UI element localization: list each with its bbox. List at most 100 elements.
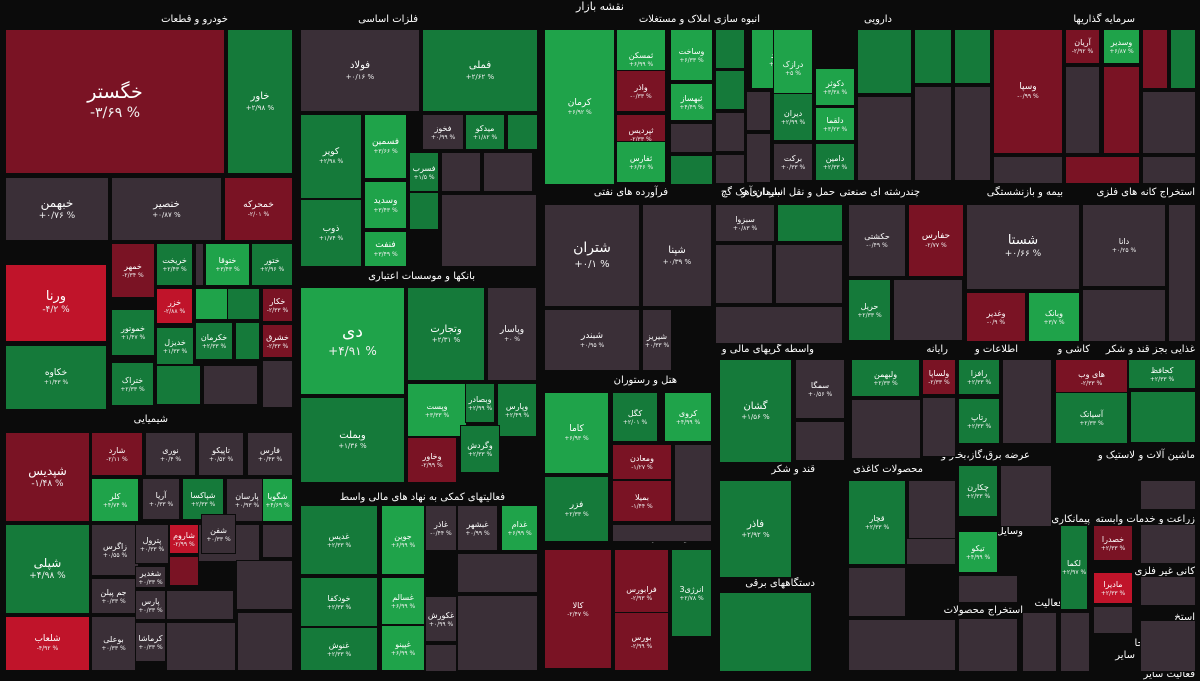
- stock-tile[interactable]: ختراک +۲/۳۳ %: [111, 362, 154, 406]
- stock-tile[interactable]: لکما +۲/۹۷ %: [1060, 525, 1088, 610]
- stock-tile[interactable]: حریل +۲/۳۳ %: [848, 279, 891, 341]
- stock-tile[interactable]: غدیس +۲/۳۳ %: [300, 505, 378, 575]
- stock-tile[interactable]: سمگا +۰/۵۶ %: [795, 359, 845, 419]
- stock-tile[interactable]: شپاکسا +۲/۳۳ %: [182, 478, 224, 520]
- stock-tile[interactable]: کرماشا +۰/۳۳ %: [135, 622, 166, 662]
- stock-tile[interactable]: رافزا +۲/۳۳ %: [958, 359, 1000, 395]
- stock-tile[interactable]: غسالم +۶/۹۹ %: [381, 577, 425, 625]
- stock-tile[interactable]: نوری +۰/۴ %: [145, 432, 196, 476]
- stock-tile[interactable]: شفن +۰/۳۳ %: [201, 514, 236, 554]
- stock-tile[interactable]: مادیرا +۲/۳۳ %: [1093, 572, 1133, 604]
- stock-tile[interactable]: شیریز +۰/۳۳ %: [642, 309, 672, 371]
- stock-tile[interactable]: غنوش +۲/۳۳ %: [300, 627, 378, 671]
- stock-tile[interactable]: ثفارس +۶/۴۶ %: [616, 141, 666, 183]
- stock-tile[interactable]: شستا +۰/۶۶ %: [966, 204, 1080, 290]
- stock-tile[interactable]: خبهمن +۰/۷۶ %: [5, 177, 109, 241]
- stock-tile[interactable]: آریا +۰/۳۳ %: [142, 478, 180, 520]
- stock-tile[interactable]: جم پیلن +۰/۳۳ %: [91, 578, 136, 614]
- stock-tile[interactable]: وساخت +۶/۳۳ %: [670, 29, 713, 81]
- stock-tile[interactable]: فملی +۲/۶۲ %: [422, 29, 538, 112]
- stock-tile[interactable]: شپلی +۴/۹۸ %: [5, 524, 90, 614]
- stock-tile[interactable]: شغدیر +۰/۳۳ %: [135, 566, 166, 588]
- stock-tile[interactable]: خریخت +۲/۴۳ %: [156, 243, 193, 286]
- stock-tile[interactable]: آریان -۲/۹۲ %: [1065, 29, 1100, 64]
- stock-tile[interactable]: خگستر -۳/۶۹ %: [5, 29, 225, 174]
- stock-tile[interactable]: فسمین +۳/۶۶ %: [364, 114, 407, 179]
- stock-tile[interactable]: فزر +۲/۳۳ %: [544, 476, 609, 542]
- stock-tile[interactable]: ختور +۲/۹۶ %: [251, 243, 293, 286]
- stock-tile[interactable]: کحافظ +۲/۳۳ %: [1128, 359, 1196, 389]
- stock-tile[interactable]: خموتور +۱/۴۷ %: [111, 309, 155, 356]
- stock-tile[interactable]: زاگرس +۰/۵۵ %: [91, 524, 139, 576]
- stock-tile[interactable]: فولاد +۰/۱۶ %: [300, 29, 420, 112]
- stock-tile[interactable]: ورنا -۴/۲ %: [5, 264, 107, 342]
- stock-tile[interactable]: وخاور -۲/۹۹ %: [407, 437, 457, 483]
- stock-tile[interactable]: کگل +۲/۰۱ %: [612, 392, 658, 442]
- stock-tile[interactable]: فسرب +۱/۵ %: [409, 152, 439, 192]
- stock-tile[interactable]: وبصادر +۲/۹۹ %: [465, 383, 495, 423]
- stock-tile[interactable]: آسیاتک +۲/۳۳ %: [1055, 392, 1128, 444]
- stock-tile[interactable]: دامین +۲/۳۳ %: [815, 143, 855, 181]
- stock-tile[interactable]: های وب -۲/۳۳ %: [1055, 359, 1128, 397]
- stock-tile[interactable]: دی +۴/۹۱ %: [300, 287, 405, 395]
- stock-tile[interactable]: سبزوا +۰/۸۳ %: [715, 204, 775, 242]
- stock-tile[interactable]: وپاسار +۰ %: [487, 287, 537, 381]
- stock-tile[interactable]: دیران +۲/۹۹ %: [773, 93, 813, 141]
- stock-tile[interactable]: خزر -۲/۸۸ %: [156, 288, 193, 324]
- stock-tile[interactable]: شلعاب -۴/۹۲ %: [5, 616, 90, 671]
- stock-tile[interactable]: ثبهساز +۴/۴۹ %: [670, 83, 713, 121]
- stock-tile[interactable]: گشان +۱/۵۶ %: [719, 359, 792, 463]
- stock-tile[interactable]: وتجارت +۲/۳۱ %: [407, 287, 485, 381]
- stock-tile[interactable]: بورس -۲/۹۹ %: [614, 612, 669, 671]
- stock-tile[interactable]: تیکو +۴/۹۹ %: [958, 531, 998, 573]
- stock-tile[interactable]: غاذر -۰/۴۴ %: [425, 505, 457, 551]
- stock-tile[interactable]: فنفت +۳/۴۹ %: [364, 231, 407, 267]
- stock-tile[interactable]: وبملت +۱/۳۶ %: [300, 397, 405, 483]
- stock-tile[interactable]: برکت +۰/۳۳ %: [773, 143, 813, 181]
- stock-tile[interactable]: فارس +۰/۴۳ %: [247, 432, 293, 476]
- stock-tile[interactable]: کاما +۶/۹۳ %: [544, 392, 609, 474]
- stock-tile[interactable]: وگردش +۲/۳۳ %: [460, 425, 500, 473]
- stock-tile[interactable]: غکورش +۰/۹۹ %: [425, 596, 457, 642]
- stock-tile[interactable]: انرژی3 +۲/۷۸ %: [671, 549, 712, 637]
- stock-tile[interactable]: شپنا +۰/۳۹ %: [642, 204, 712, 307]
- stock-tile[interactable]: شگویا +۴/۶۹ %: [262, 478, 293, 522]
- stock-tile[interactable]: شتران +۰/۱ %: [544, 204, 640, 307]
- stock-tile[interactable]: بمیلا -۱/۴۴ %: [612, 480, 672, 522]
- stock-tile[interactable]: کلر +۴/۷۴ %: [91, 478, 139, 522]
- stock-tile[interactable]: خمهر -۲/۳۴ %: [111, 243, 155, 298]
- stock-tile[interactable]: ولساپا -۲/۳۳ %: [922, 359, 956, 395]
- stock-tile[interactable]: حفارس -۲/۷۷ %: [908, 204, 964, 277]
- stock-tile[interactable]: خصدرا +۲/۳۳ %: [1093, 525, 1133, 561]
- stock-tile[interactable]: خکاوه +۱/۴۳ %: [5, 345, 107, 410]
- stock-tile[interactable]: میدکو +۱/۸۲ %: [465, 114, 505, 150]
- stock-tile[interactable]: وسدید +۳/۴۳ %: [364, 181, 407, 229]
- stock-tile[interactable]: شبندر +۰/۹۵ %: [544, 309, 640, 371]
- stock-tile[interactable]: خکار -۲/۳۳ %: [262, 288, 293, 322]
- stock-tile[interactable]: دکوثر +۳/۳۸ %: [815, 68, 855, 106]
- stock-tile[interactable]: کالا -۲/۴۷ %: [544, 549, 612, 669]
- stock-tile[interactable]: خمحرکه -۲/۰۱ %: [224, 177, 293, 241]
- stock-tile[interactable]: پترول +۰/۳۳ %: [135, 524, 169, 564]
- stock-tile[interactable]: کویر +۲/۹۸ %: [300, 114, 362, 199]
- stock-tile[interactable]: قچار +۲/۳۳ %: [848, 480, 906, 565]
- stock-tile[interactable]: دلقما +۳/۲۳ %: [815, 107, 855, 141]
- stock-tile[interactable]: ومعادن -۱/۲۷ %: [612, 444, 672, 480]
- stock-tile[interactable]: پارس +۰/۳۳ %: [135, 590, 166, 620]
- stock-tile[interactable]: واذر -۰/۳۳ %: [616, 70, 666, 112]
- stock-tile[interactable]: تاپیکو +۰/۵۲ %: [198, 432, 244, 476]
- stock-tile[interactable]: وبانک +۳/۷ %: [1028, 292, 1080, 342]
- stock-tile[interactable]: شارد -۲/۱۱ %: [91, 432, 143, 476]
- stock-tile[interactable]: بوعلی +۰/۳۳ %: [91, 616, 136, 671]
- stock-tile[interactable]: رتاپ +۲/۳۳ %: [958, 398, 1000, 444]
- stock-tile[interactable]: شاروم -۲/۹۹ %: [169, 524, 199, 554]
- stock-tile[interactable]: خدیزل +۱/۳۳ %: [156, 327, 194, 365]
- stock-tile[interactable]: فخوز +۰/۹۹ %: [422, 114, 464, 150]
- stock-tile[interactable]: خکرمان +۲/۳۳ %: [195, 322, 233, 360]
- stock-tile[interactable]: غدام +۶/۹۹ %: [501, 505, 538, 551]
- stock-tile[interactable]: ختوقا +۳/۴۳ %: [205, 243, 250, 286]
- stock-tile[interactable]: وپارس +۲/۴۹ %: [497, 383, 537, 437]
- stock-tile[interactable]: دانا +۰/۲۵ %: [1082, 204, 1166, 287]
- stock-tile[interactable]: خنصیر +۰/۸۷ %: [111, 177, 222, 241]
- stock-tile[interactable]: حکشتی -۰/۴۹ %: [848, 204, 906, 277]
